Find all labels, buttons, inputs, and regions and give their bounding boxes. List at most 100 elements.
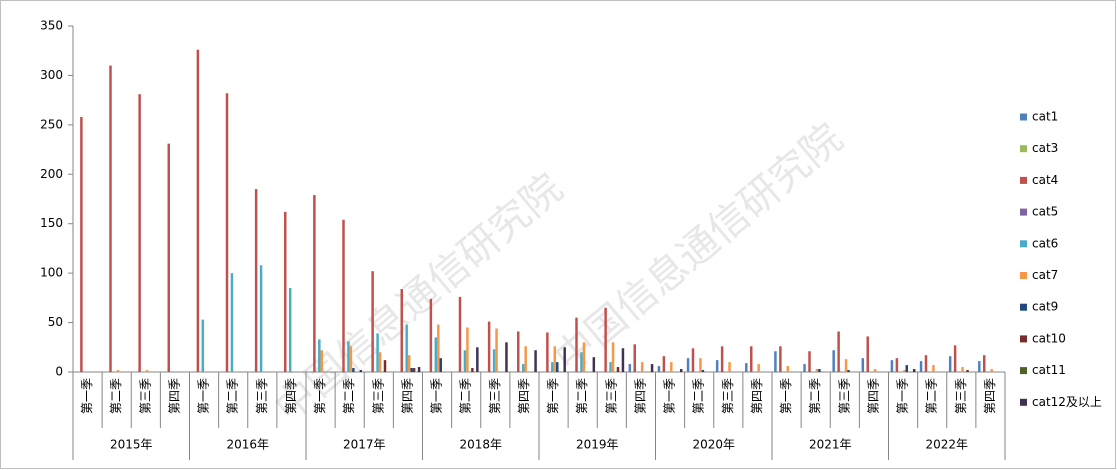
bar [890, 360, 894, 372]
bar [837, 331, 840, 372]
bar [259, 265, 263, 372]
bar [633, 344, 636, 372]
bar [609, 362, 612, 372]
bar [679, 369, 683, 372]
legend-swatch [1020, 398, 1027, 406]
y-tick-label: 300 [40, 68, 63, 82]
x-tick-label: 第三季 [604, 378, 618, 414]
legend-label: cat12及以上 [1032, 395, 1102, 409]
group-label: 2021年 [809, 438, 852, 452]
bar [347, 341, 350, 372]
bar [903, 370, 906, 372]
y-tick-label: 250 [40, 117, 63, 131]
x-tick-label: 第四季 [167, 378, 181, 414]
bar [745, 363, 748, 372]
x-tick-label: 第一季 [546, 378, 560, 414]
bar [961, 367, 964, 372]
bar [750, 346, 753, 372]
bar [556, 362, 559, 372]
bar [691, 348, 695, 372]
bar [948, 356, 952, 372]
bar [434, 337, 438, 372]
x-tick-label: 第四季 [983, 378, 997, 414]
legend-label: cat7 [1032, 268, 1058, 282]
bar [978, 361, 981, 372]
x-tick-label: 第四季 [517, 378, 531, 414]
bar [873, 369, 877, 372]
x-tick-label: 第三季 [371, 378, 385, 414]
bar [779, 346, 782, 372]
x-tick-label: 第一季 [896, 378, 910, 414]
bar [912, 369, 916, 372]
group-label: 2022年 [925, 438, 968, 452]
x-tick-label: 第一季 [779, 378, 793, 414]
bar [352, 368, 355, 372]
bar [376, 333, 379, 372]
bar [699, 358, 702, 372]
bar [580, 352, 583, 372]
x-tick-label: 第三季 [138, 378, 152, 414]
bar [715, 360, 719, 372]
bar [604, 307, 607, 372]
bar [592, 357, 596, 372]
legend-swatch [1020, 145, 1027, 153]
bar [832, 350, 835, 372]
legend-label: cat11 [1032, 363, 1066, 377]
bar [410, 368, 413, 372]
bar [774, 351, 777, 372]
y-tick-label: 150 [40, 216, 63, 230]
group-label: 2016年 [226, 438, 269, 452]
group-label: 2015年 [110, 438, 153, 452]
legend-swatch [1020, 335, 1027, 343]
bar [932, 365, 935, 372]
x-tick-label: 第二季 [575, 378, 589, 414]
group-label: 2018年 [459, 438, 502, 452]
bar [196, 49, 200, 373]
x-tick-label: 第三季 [837, 378, 851, 414]
bar [349, 346, 353, 372]
x-tick-label: 第三季 [721, 378, 735, 414]
bar [670, 362, 673, 372]
legend-swatch [1020, 303, 1027, 311]
legend-swatch [1020, 208, 1027, 216]
legend-swatch [1020, 176, 1027, 184]
y-tick-label: 50 [48, 315, 63, 329]
legend-swatch [1020, 272, 1027, 279]
legend-label: cat3 [1032, 141, 1058, 155]
bar [288, 287, 292, 372]
x-tick-label: 第一季 [430, 378, 444, 414]
x-tick-label: 第三季 [488, 378, 502, 414]
legend-label: cat1 [1032, 110, 1058, 124]
x-tick-label: 第四季 [633, 378, 647, 414]
x-tick-label: 第二季 [925, 378, 939, 414]
bar [521, 364, 525, 372]
legend-swatch [1020, 113, 1027, 121]
x-tick-label: 第一季 [80, 378, 94, 414]
bar [378, 352, 382, 372]
bar [383, 360, 387, 372]
bar [847, 370, 850, 372]
bar [861, 358, 865, 372]
bar [966, 370, 969, 372]
bar [924, 355, 928, 372]
legend-label: cat6 [1032, 236, 1058, 250]
bar [254, 189, 258, 372]
bar [439, 358, 443, 372]
x-tick-label: 第三季 [954, 378, 968, 414]
bar [611, 342, 615, 372]
bar [495, 328, 498, 372]
x-tick-label: 第一季 [663, 378, 677, 414]
bar [990, 369, 993, 372]
bar [803, 364, 806, 372]
x-tick-label: 第二季 [692, 378, 706, 414]
x-tick-label: 第四季 [284, 378, 298, 414]
bar [116, 370, 120, 372]
legend-swatch [1020, 240, 1027, 248]
bar [429, 298, 433, 372]
group-label: 2020年 [692, 438, 735, 452]
bar [895, 358, 899, 372]
legend-label: cat10 [1032, 331, 1066, 345]
bar [138, 94, 141, 372]
x-tick-label: 第一季 [197, 378, 211, 414]
legend-swatch [1020, 367, 1027, 375]
